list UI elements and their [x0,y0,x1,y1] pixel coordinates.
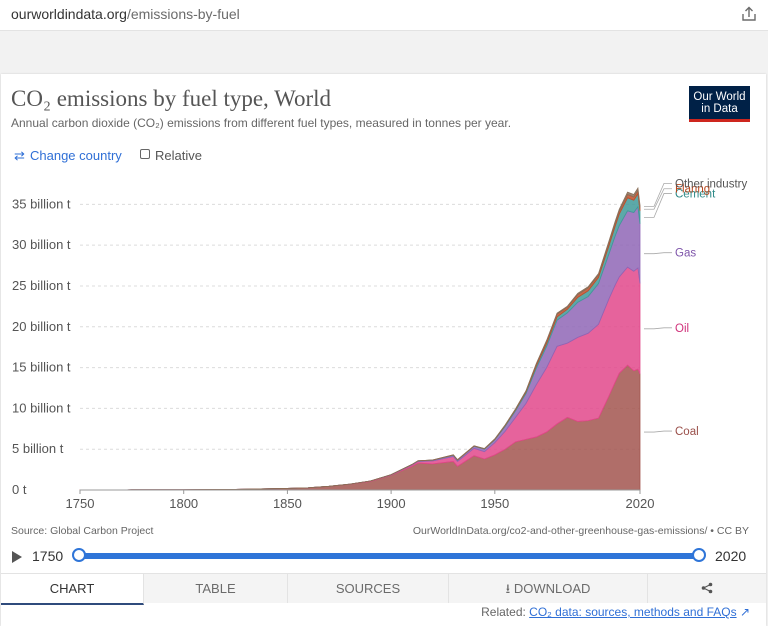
x-tick-label: 1900 [377,496,406,511]
legend-label-oil: Oil [675,323,689,335]
legend-label-cement: Cement [675,188,716,200]
x-tick-label: 1750 [66,496,95,511]
license-link[interactable]: OurWorldInData.org/co2-and-other-greenho… [412,525,749,537]
url-text[interactable]: ourworldindata.org/emissions-by-fuel [11,6,240,22]
url-domain: ourworldindata.org [11,6,127,22]
timeline-start-handle[interactable] [72,548,86,562]
relative-checkbox[interactable] [140,149,150,159]
legend-connector [644,188,672,210]
logo-line-2: in Data [701,103,738,115]
y-tick-label: 10 billion t [12,400,71,415]
axes: 0 t 5 billion t 10 billion t 15 billion t 20… [12,196,654,511]
timeline-end-year: 2020 [715,548,747,564]
area-other-industry [79,186,641,491]
stacked-area-chart: 0 t 5 billion t 10 billion t 15 billion t 20… [12,178,747,511]
legend-label-gas: Gas [675,248,696,260]
tab-download[interactable]: ⭳ DOWNLOAD [449,574,648,603]
browser-url-bar[interactable]: ourworldindata.org/emissions-by-fuel [0,0,768,31]
logo-line-1: Our World [693,91,746,103]
y-tick-label: 15 billion t [12,360,71,375]
y-tick-label: 25 billion t [12,278,71,293]
url-path: /emissions-by-fuel [126,6,240,22]
y-tick-label: 5 billion t [12,441,64,456]
legend-label-other-industry: Other industry [675,178,747,190]
x-tick-label: 1850 [273,496,302,511]
tab-chart[interactable]: CHART [1,574,144,605]
play-icon[interactable] [12,551,22,563]
owid-logo[interactable]: Our World in Data [689,86,750,122]
tab-download-label: DOWNLOAD [513,581,591,596]
legend-label-flaring: Flaring [675,184,710,196]
chart-title: CO₂ emissions by fuel type, World [11,86,332,111]
timeline-track[interactable] [78,553,700,559]
change-country-label: Change country [30,148,122,163]
timeline-start-year: 1750 [32,548,64,564]
y-tick-label: 20 billion t [12,319,71,334]
y-tick-label: 0 t [12,482,27,497]
x-tick-label: 1800 [169,496,198,511]
tab-bar: CHART TABLE SOURCES ⭳ DOWNLOAD [1,573,766,605]
y-tick-label: 30 billion t [12,237,71,252]
legend-connector [644,193,672,218]
legend-label-coal: Coal [675,426,699,438]
legend-connector [644,252,672,255]
relative-label: Relative [155,148,202,163]
legend-connector [644,327,672,330]
related-faq-link[interactable]: CO₂ data: sources, methods and FAQs [529,605,737,619]
x-tick-label: 1950 [480,496,509,511]
source-note: Source: Global Carbon Project [11,525,154,537]
tab-table[interactable]: TABLE [144,574,288,603]
download-icon: ⭳ [505,581,511,596]
legend-connector [644,182,672,207]
relative-toggle[interactable]: Relative [140,148,202,163]
external-link-icon: ↗ [739,605,750,619]
related-prefix: Related: [481,605,526,619]
related-link-row: Related: CO₂ data: sources, methods and … [481,605,750,619]
chart-subtitle: Annual carbon dioxide (CO₂) emissions fr… [11,116,512,130]
share-icon[interactable] [740,5,758,23]
tab-share[interactable] [648,574,766,603]
y-tick-label: 35 billion t [12,196,71,211]
tab-sources[interactable]: SOURCES [288,574,449,603]
change-country-button[interactable]: ⇄ Change country [14,148,122,164]
swap-arrows-icon: ⇄ [14,148,25,163]
x-tick-label: 2020 [626,496,655,511]
timeline-end-handle[interactable] [692,548,706,562]
area-series [79,186,641,491]
timeline: 1750 2020 [0,545,768,570]
legend-connector [644,430,672,433]
share-nodes-icon [701,582,713,594]
